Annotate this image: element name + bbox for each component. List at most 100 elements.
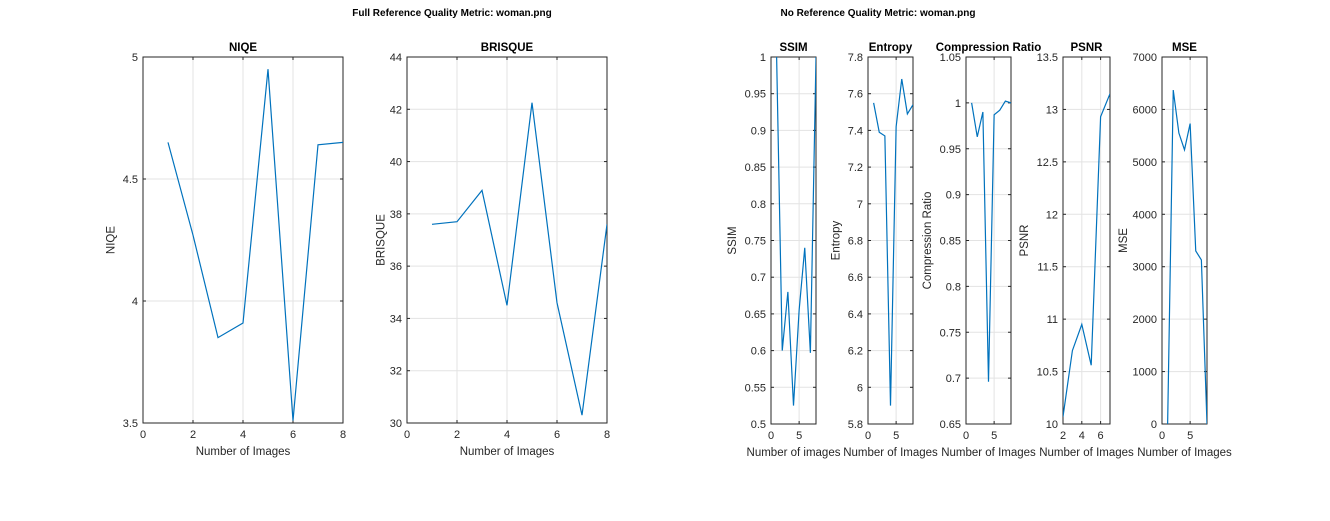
entropy-xlabel: Number of Images (843, 447, 938, 459)
y-tick-label: 2000 (1133, 314, 1157, 326)
y-tick-label: 0.75 (940, 327, 961, 339)
y-tick-label: 5000 (1133, 157, 1157, 169)
y-tick-label: 0.7 (751, 272, 766, 284)
y-tick-label: 7 (857, 199, 863, 211)
x-tick-label: 5 (991, 430, 997, 442)
axes-box (867, 56, 914, 425)
y-tick-label: 7.2 (848, 162, 863, 174)
ssim-axes: 0 5 0.5 0.55 0.6 0.65 0.7 0.75 0.8 0.85 0.9 0.95 1 SS… (727, 42, 841, 459)
y-tick-label: 0.8 (751, 199, 766, 211)
y-tick-label: 4.5 (123, 174, 138, 186)
y-tick-label: 7.6 (848, 89, 863, 101)
y-tick-label: 0.85 (745, 162, 766, 174)
mse-title: MSE (1172, 42, 1197, 54)
psnr-ylabel: PSNR (1019, 225, 1031, 257)
brisque-axes: 0 2 4 6 8 30 32 34 36 38 40 42 44 BRISQUE Number of Im… (376, 42, 610, 458)
y-tick-label: 0.75 (745, 236, 766, 248)
y-tick-label: 1 (955, 98, 961, 110)
y-tick-label: 44 (390, 52, 402, 64)
y-tick-label: 12.5 (1037, 157, 1058, 169)
y-tick-label: 0 (1151, 419, 1157, 431)
y-tick-label: 3.5 (123, 418, 138, 430)
x-tick-label: 5 (796, 430, 802, 442)
y-tick-label: 0.95 (745, 89, 766, 101)
y-tick-label: 0.65 (940, 419, 961, 431)
x-tick-label: 5 (1187, 430, 1193, 442)
y-tick-label: 1.05 (940, 52, 961, 64)
compression-ratio-series-line (971, 100, 1011, 382)
brisque-series-line (431, 102, 607, 416)
y-tick-label: 7000 (1133, 52, 1157, 64)
y-tick-label: 13.5 (1037, 52, 1058, 64)
compression-ratio-xlabel: Number of Images (941, 447, 1036, 459)
psnr-series-line (1063, 93, 1110, 417)
x-tick-label: 4 (504, 429, 510, 441)
y-tick-label: 13 (1046, 104, 1058, 116)
entropy-axes: 0 5 5.8 6 6.2 6.4 6.6 6.8 7 7.2 7.4 7.6 7.8 Entropy Nu… (830, 42, 938, 459)
y-tick-label: 0.55 (745, 382, 766, 394)
compression-ratio-axes: 0 50.650.70.750.80.850.90.9511.05Compress… (922, 42, 1041, 459)
no-reference-suptitle: No Reference Quality Metric: woman.png (780, 8, 975, 19)
y-tick-label: 11 (1047, 314, 1058, 326)
niqe-title: NIQE (229, 42, 257, 54)
psnr-title: PSNR (1071, 42, 1104, 54)
full-reference-suptitle: Full Reference Quality Metric: woman.png (352, 8, 551, 19)
x-tick-label: 5 (893, 430, 899, 442)
axes-box (142, 56, 344, 424)
y-tick-label: 42 (390, 104, 402, 116)
y-tick-label: 1000 (1133, 367, 1157, 379)
x-tick-label: 2 (454, 429, 460, 441)
compression-ratio-title: Compression Ratio (936, 42, 1041, 54)
y-tick-label: 5 (132, 52, 138, 64)
axes-box (1062, 56, 1111, 425)
x-tick-label: 8 (340, 429, 346, 441)
y-tick-label: 0.7 (946, 373, 961, 385)
y-tick-label: 36 (390, 261, 402, 273)
axes-box (965, 56, 1012, 425)
y-tick-label: 7.8 (848, 52, 863, 64)
x-tick-label: 2 (190, 429, 196, 441)
y-tick-label: 3000 (1133, 262, 1157, 274)
y-tick-label: 12 (1046, 209, 1058, 221)
psnr-xlabel: Number of Images (1039, 447, 1134, 459)
x-tick-label: 4 (1079, 430, 1085, 442)
y-tick-label: 11.5 (1037, 262, 1058, 274)
ssim-xlabel: Number of images (747, 447, 841, 459)
y-tick-label: 30 (390, 418, 402, 430)
mse-xlabel: Number of Images (1137, 447, 1232, 459)
x-tick-label: 4 (240, 429, 246, 441)
niqe-axes: 0 2 4 6 8 3.5 4 4.5 5 NIQE Number of Images NIQE (105, 42, 346, 458)
ssim-series-line (776, 57, 816, 406)
mse-series-line (1167, 89, 1207, 424)
y-tick-label: 6.4 (848, 309, 863, 321)
mse-axes: 0 5 0 1000 2000 3000 4000 5000 6000 7000 MSE Number… (1118, 42, 1232, 459)
x-tick-label: 0 (140, 429, 146, 441)
y-tick-label: 6.8 (848, 236, 863, 248)
y-tick-label: 4 (132, 296, 138, 308)
y-tick-label: 0.95 (940, 144, 961, 156)
x-tick-label: 8 (604, 429, 610, 441)
x-tick-label: 0 (404, 429, 410, 441)
y-tick-label: 4000 (1133, 209, 1157, 221)
x-tick-label: 0 (963, 430, 969, 442)
y-tick-label: 6000 (1133, 104, 1157, 116)
compression-ratio-ylabel: Compression Ratio (922, 192, 934, 290)
y-tick-label: 6 (857, 382, 863, 394)
entropy-series-line (873, 78, 913, 406)
axes-box (406, 56, 608, 424)
y-tick-label: 6.6 (848, 272, 863, 284)
brisque-ylabel: BRISQUE (376, 214, 388, 266)
y-tick-label: 5.8 (848, 419, 863, 431)
x-tick-label: 0 (865, 430, 871, 442)
entropy-ylabel: Entropy (830, 220, 842, 260)
brisque-title: BRISQUE (481, 42, 534, 54)
brisque-xlabel: Number of Images (460, 446, 555, 458)
x-tick-label: 6 (554, 429, 560, 441)
y-tick-label: 6.2 (848, 346, 863, 358)
x-tick-label: 2 (1060, 430, 1066, 442)
y-tick-label: 0.6 (751, 346, 766, 358)
niqe-ylabel: NIQE (105, 226, 117, 254)
ssim-ylabel: SSIM (727, 226, 739, 254)
